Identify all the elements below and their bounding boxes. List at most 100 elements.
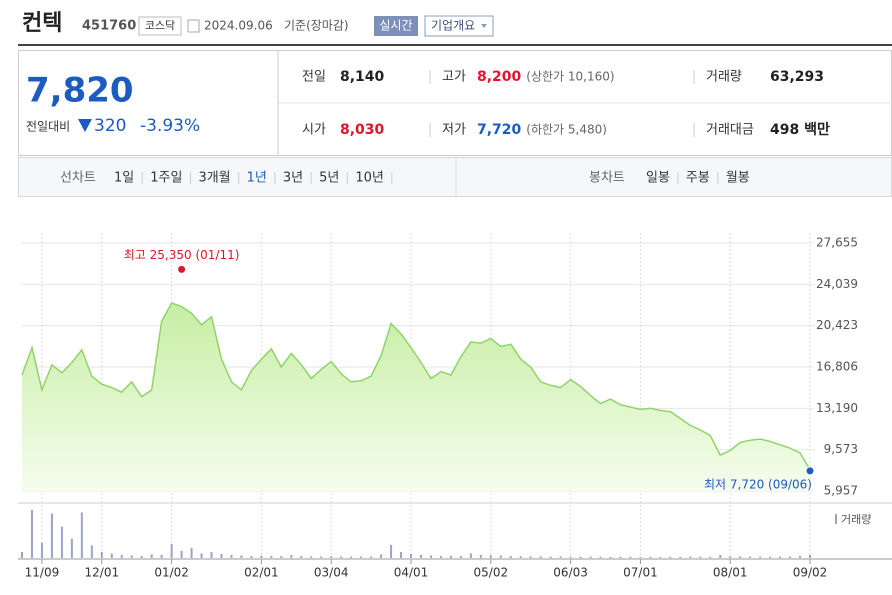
stat-value: 7,720 xyxy=(477,122,522,138)
volume-bar xyxy=(280,556,283,558)
volume-bar xyxy=(60,526,63,558)
x-tick-label: 07/01 xyxy=(623,566,658,580)
stat-value: 8,200 xyxy=(477,69,522,85)
price-line xyxy=(21,302,811,471)
annotation-label: 최저 7,720 (09/06) xyxy=(704,477,812,491)
y-tick-label: 24,039 xyxy=(816,277,858,291)
volume-bar xyxy=(439,555,442,558)
period-tab[interactable]: 1주일 xyxy=(150,171,182,186)
price-area xyxy=(22,303,810,491)
volume-bar xyxy=(21,551,23,558)
company-button[interactable] xyxy=(424,15,494,37)
volume-bar xyxy=(509,555,512,558)
volume-bar xyxy=(270,555,273,558)
legend-label: 거래량 xyxy=(841,513,871,526)
volume-bar xyxy=(210,551,213,558)
volume-bar xyxy=(429,555,432,558)
stat-label: 전일 xyxy=(302,70,326,85)
volume-bar xyxy=(649,556,652,558)
x-tick-label: 06/03 xyxy=(553,566,588,580)
stat-label: 시가 xyxy=(302,123,326,138)
volume-bar xyxy=(639,556,642,558)
change: 320 xyxy=(94,116,126,136)
volume-bar xyxy=(449,555,452,558)
volume-bar xyxy=(779,556,782,558)
volume-bar xyxy=(619,556,622,558)
stat-label: 거래량 xyxy=(706,70,742,85)
basis: 기준(장마감) xyxy=(284,19,349,33)
period-tab[interactable]: 1년 xyxy=(247,171,267,186)
y-tick-label: 9,573 xyxy=(824,442,858,456)
volume-bar xyxy=(360,556,363,558)
candle-tab[interactable]: 일봉 xyxy=(646,171,670,186)
y-tick-label: 13,190 xyxy=(816,401,858,415)
volume-bar xyxy=(659,556,662,558)
tab-group-label: 선차트 xyxy=(60,171,96,186)
volume-bar xyxy=(240,555,243,558)
volume-bar xyxy=(340,556,343,558)
stat-label: 거래대금 xyxy=(706,123,754,138)
volume-bar xyxy=(170,543,173,558)
date: 2024.09.06 xyxy=(204,19,273,33)
volume-bar xyxy=(699,556,702,558)
volume-bar xyxy=(689,556,692,558)
stats: 전일 8,140 고가 8,200 (상한가 10,160) 거래량 63,293 시가 8,0… xyxy=(302,69,830,138)
x-tick-label: 02/01 xyxy=(244,566,279,580)
annotation-dot xyxy=(177,264,187,274)
annotation-dot xyxy=(805,466,815,476)
volume-bar xyxy=(809,554,811,558)
x-tick-label: 01/02 xyxy=(154,566,189,580)
period-tab[interactable]: 3년 xyxy=(283,171,303,186)
market-badge xyxy=(138,16,182,36)
volume-bar xyxy=(50,513,53,558)
period-tab[interactable]: 3개월 xyxy=(198,171,230,186)
volume-bar xyxy=(290,554,293,558)
volume-bar xyxy=(599,556,602,558)
volume-bar xyxy=(479,554,482,558)
volume-bar xyxy=(589,556,592,558)
market: 코스닥 xyxy=(145,19,175,32)
volume-bar xyxy=(140,555,143,558)
realtime-button[interactable] xyxy=(374,16,418,36)
volume-bar xyxy=(70,538,73,558)
y-tick-label: 16,806 xyxy=(816,360,858,374)
volume-bar xyxy=(559,556,562,558)
volume-bar xyxy=(80,512,83,558)
period-tab[interactable]: 1일 xyxy=(114,171,134,186)
volume-bar xyxy=(300,555,303,558)
volume-bar xyxy=(419,554,422,558)
volume-bar xyxy=(180,550,183,558)
period-tab[interactable]: 10년 xyxy=(355,171,384,186)
volume-bar xyxy=(30,510,33,558)
volume-bar xyxy=(190,547,193,558)
x-tick-label: 04/01 xyxy=(394,566,429,580)
candle-tab[interactable]: 주봉 xyxy=(686,171,710,186)
volume-bar xyxy=(90,545,93,558)
volume-bar xyxy=(40,542,43,558)
volume-bar xyxy=(380,554,383,558)
x-tick-label: 05/02 xyxy=(474,566,509,580)
stat-note: (하한가 5,480) xyxy=(526,123,607,137)
stock-name: 컨텍 xyxy=(22,11,62,36)
volume-bar xyxy=(769,556,772,558)
legend-swatch xyxy=(835,514,837,524)
volume-bar xyxy=(519,556,522,558)
realtime-label[interactable]: 실시간 xyxy=(379,19,412,33)
stat-value: 8,030 xyxy=(340,122,385,138)
period-tab[interactable]: 5년 xyxy=(319,171,339,186)
volume-bar xyxy=(370,556,373,558)
x-tick-label: 03/04 xyxy=(314,566,349,580)
chart: 5,957 9,573 13,190 16,806 20,423 24,039 27,655… xyxy=(21,233,871,580)
volume-bar xyxy=(320,556,323,558)
stat-label: 저가 xyxy=(442,123,466,138)
volume-bar xyxy=(459,555,462,558)
candle-tab[interactable]: 월봉 xyxy=(726,171,750,186)
stat-value: 8,140 xyxy=(340,69,385,85)
volume-bar xyxy=(749,556,752,558)
volume-bar xyxy=(469,553,472,558)
volume-bar xyxy=(200,553,203,558)
y-tick-label: 5,957 xyxy=(824,484,858,498)
stat-value: 498 백만 xyxy=(770,122,830,138)
company-label[interactable]: 기업개요 xyxy=(431,19,475,33)
volume-bar xyxy=(100,551,103,558)
